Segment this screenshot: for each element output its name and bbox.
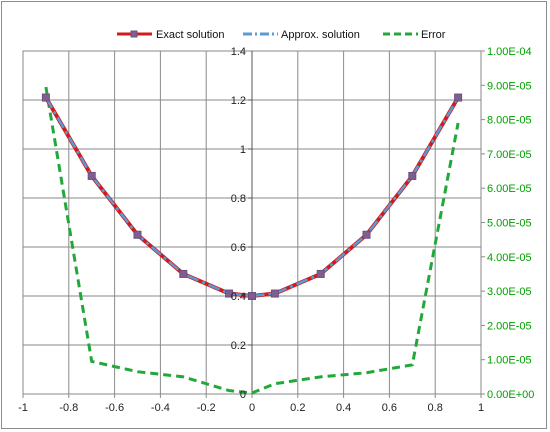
y2-tick-label: 3.00E-05: [487, 286, 532, 298]
data-point-exact: [133, 230, 142, 239]
y2-tick-label: 5.00E-05: [487, 218, 532, 230]
y2-tick-label: 9.00E-05: [487, 80, 532, 92]
y-tick-label: 0.2: [231, 340, 246, 352]
legend-label-exact: Exact solution: [156, 29, 224, 41]
x-tick-label: -1: [18, 402, 28, 414]
y-tick-label: 0.8: [231, 193, 246, 205]
tick-labels: -1 -0.8 -0.6 -0.4 -0.2 0 0.2 0.4 0.6 0.8 1 0 0.2 0.4 0…: [18, 46, 534, 414]
data-point-exact: [87, 171, 96, 180]
x-tick-label: 0.6: [382, 402, 397, 414]
x-tick-label: 0.8: [428, 402, 443, 414]
y2-tick-label: 1.00E-04: [487, 46, 532, 58]
data-point-exact: [454, 93, 463, 102]
series-line-error: [44, 86, 460, 395]
y-tick-label: 0.4: [231, 291, 246, 303]
y-tick-label: 1.2: [231, 95, 246, 107]
y-tick-label: 0.6: [231, 242, 246, 254]
y2-tick-label: 7.00E-05: [487, 149, 532, 161]
y2-tick-label: 8.00E-05: [487, 115, 532, 127]
legend-item-error: Error: [383, 29, 446, 41]
data-point-exact: [41, 93, 50, 102]
data-point-exact: [316, 269, 325, 278]
x-tick-label: -0.4: [151, 402, 170, 414]
data-point-exact: [225, 289, 234, 298]
legend-item-exact: Exact solution: [117, 29, 224, 41]
x-tick-label: 0.4: [336, 402, 351, 414]
x-tick-label: -0.8: [59, 402, 78, 414]
legend: Exact solution Approx. solution Error: [117, 29, 446, 41]
data-point-exact: [362, 230, 371, 239]
x-tick-label: 0.2: [290, 402, 305, 414]
series-line-approx: [44, 96, 460, 298]
legend-label-approx: Approx. solution: [281, 29, 360, 41]
x-tick-label: 0: [249, 402, 255, 414]
y2-tick-label: 6.00E-05: [487, 183, 532, 195]
axes: [22, 50, 485, 398]
data-point-exact: [270, 289, 279, 298]
y-tick-label: 0: [240, 389, 246, 401]
y2-tick-label: 2.00E-05: [487, 320, 532, 332]
y2-tick-label: 0.00E+00: [487, 389, 534, 401]
y2-tick-label: 1.00E-05: [487, 355, 532, 367]
y-tick-label: 1.4: [231, 46, 246, 58]
data-point-exact: [408, 171, 417, 180]
x-tick-label: -0.2: [197, 402, 216, 414]
x-tick-label: 1: [478, 402, 484, 414]
legend-item-approx: Approx. solution: [243, 29, 360, 41]
data-point-exact: [248, 292, 256, 300]
series-layer: [41, 86, 463, 395]
legend-marker-exact: [130, 30, 138, 38]
y2-tick-label: 4.00E-05: [487, 252, 532, 264]
y-tick-label: 1: [240, 144, 246, 156]
x-tick-label: -0.6: [105, 402, 124, 414]
data-point-exact: [179, 269, 188, 278]
legend-label-error: Error: [421, 29, 446, 41]
